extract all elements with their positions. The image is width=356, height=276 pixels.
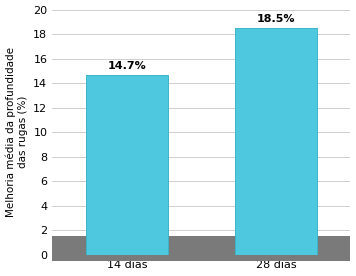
Bar <box>52 237 350 261</box>
Bar <box>235 28 317 255</box>
Text: 18.5%: 18.5% <box>257 14 295 24</box>
Text: 14.7%: 14.7% <box>108 61 146 71</box>
Bar <box>235 28 317 255</box>
Bar <box>86 75 168 255</box>
Y-axis label: Melhoria média da profundidade
das rugas (%): Melhoria média da profundidade das rugas… <box>6 47 28 217</box>
Bar <box>86 75 168 255</box>
